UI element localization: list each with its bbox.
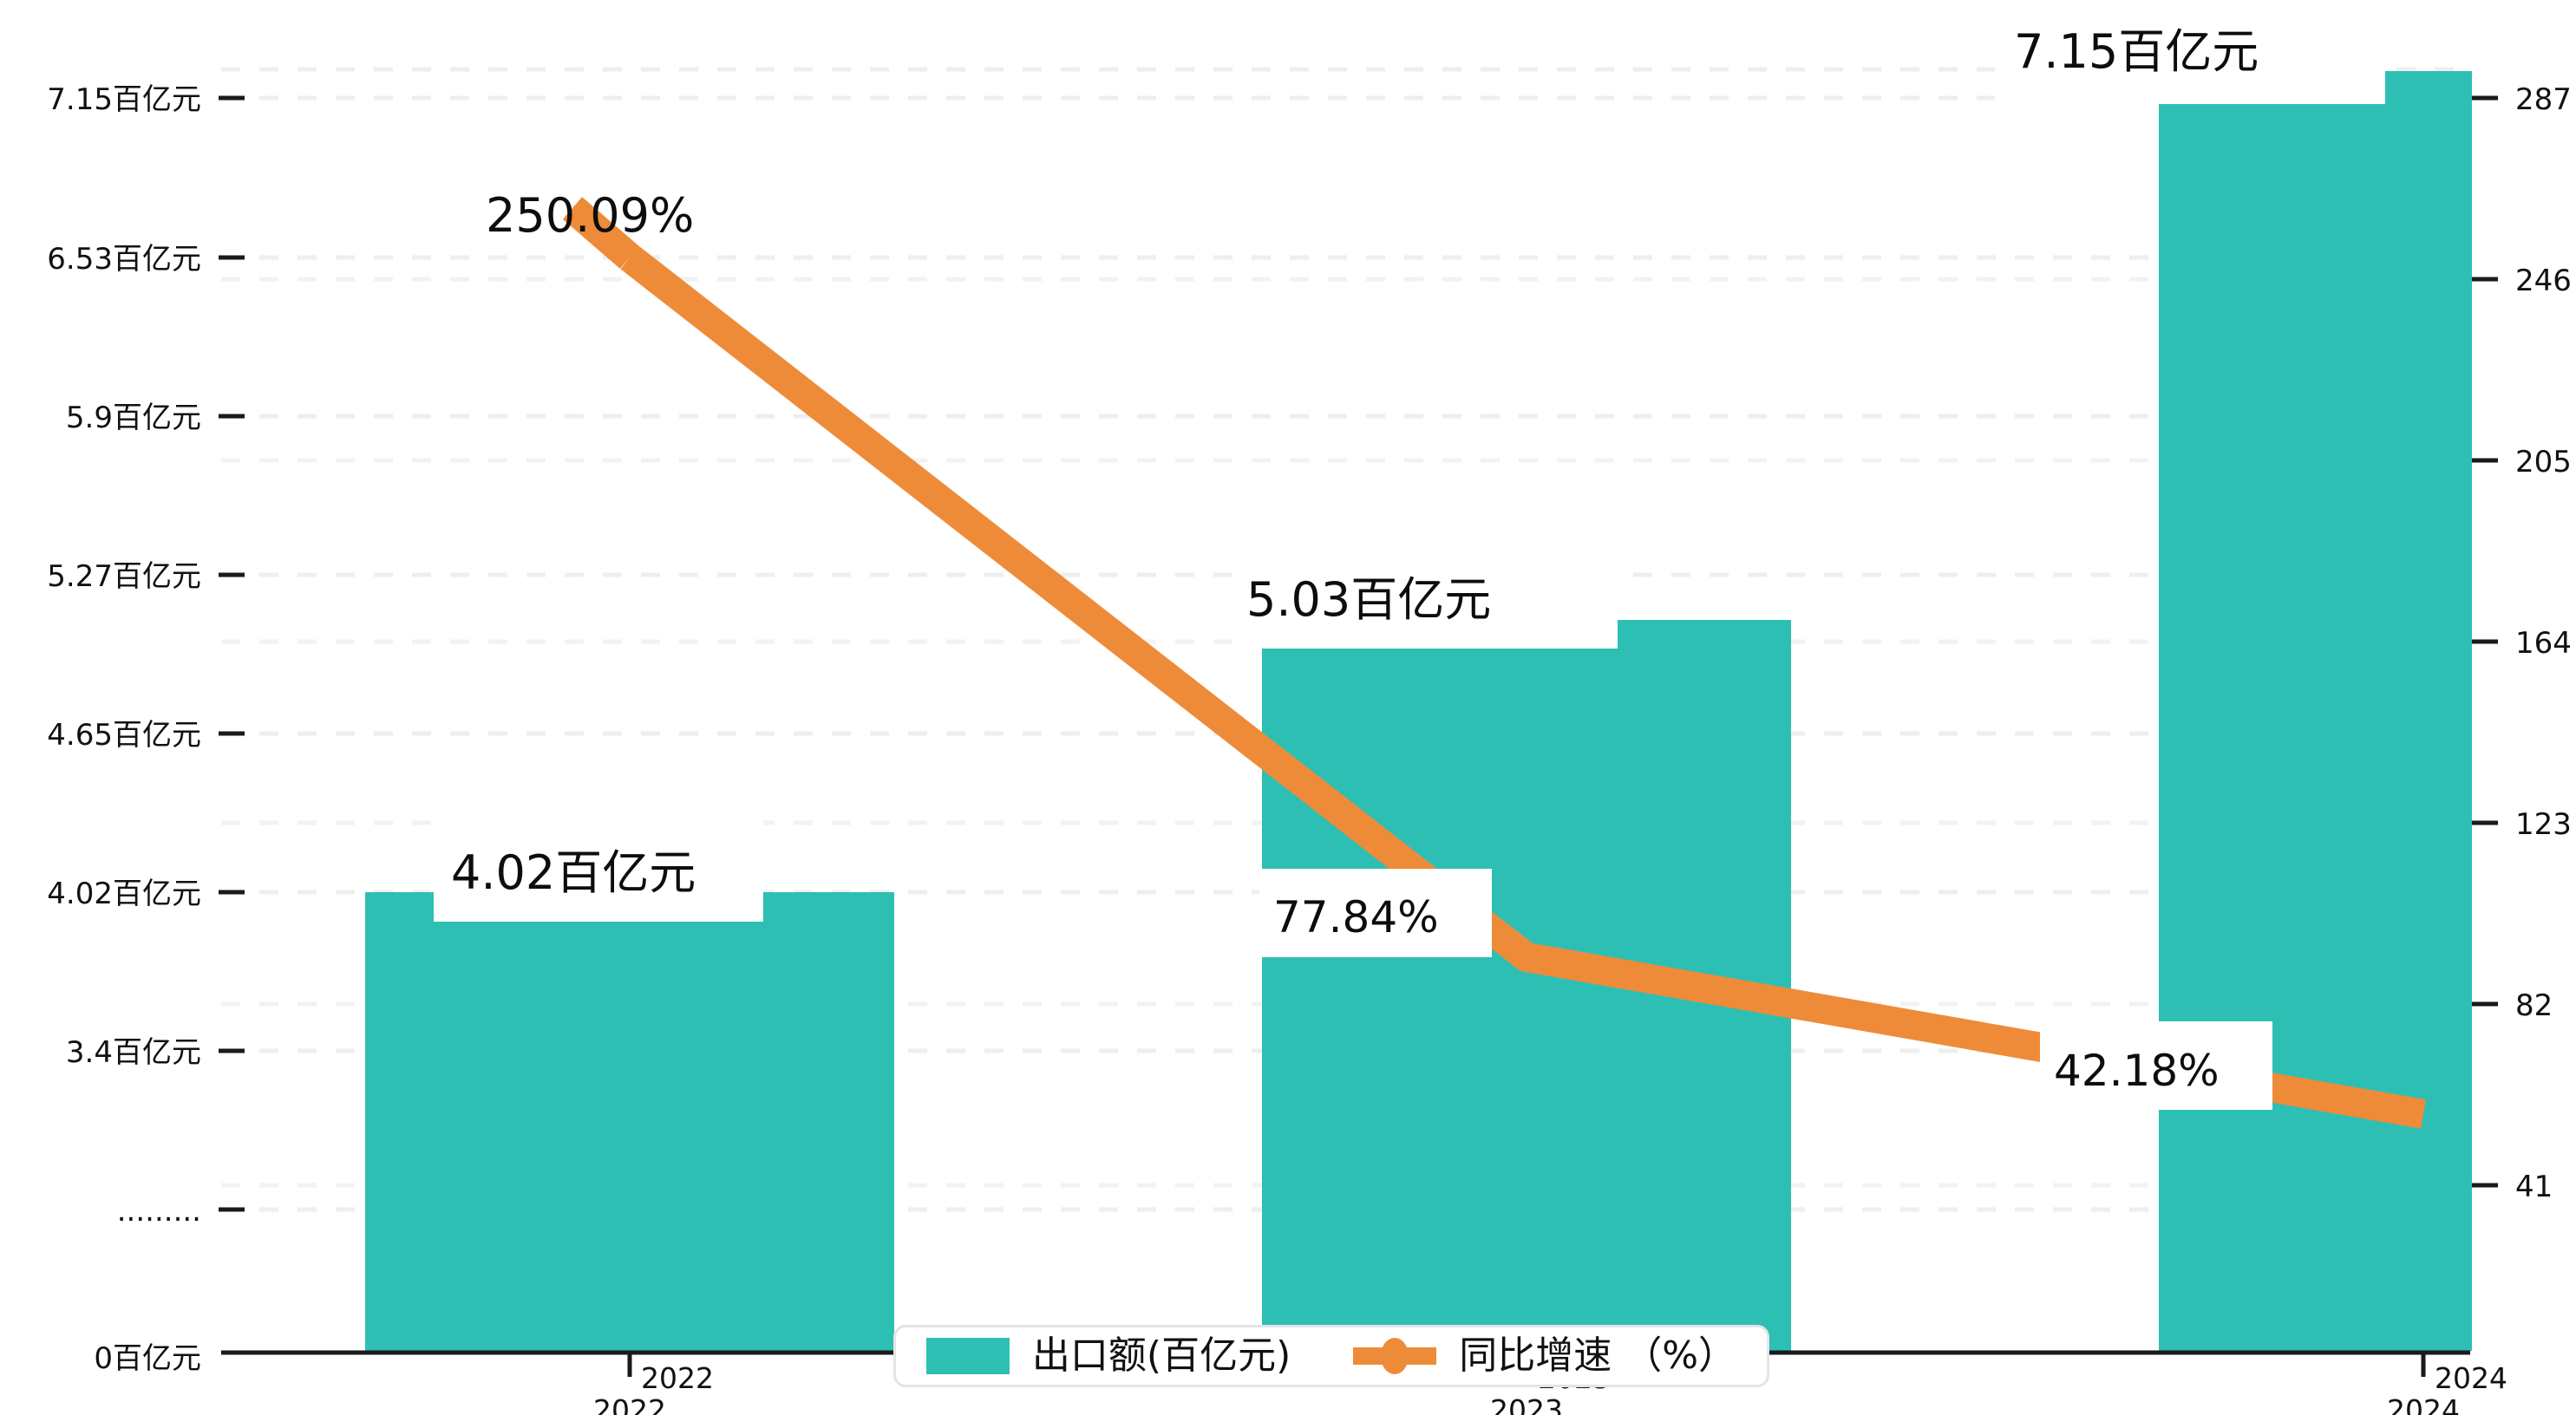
legend-swatch-line-dot-icon bbox=[1353, 1338, 1437, 1374]
left-tick-label-7-15: 7.15百亿元 bbox=[47, 82, 201, 117]
bar-data-labels: 4.02百亿元 5.03百亿元 7.15百亿元 bbox=[434, 0, 2385, 922]
bar-label-bg-2022 bbox=[434, 819, 763, 922]
line-label-2023: 77.84% bbox=[1273, 892, 1439, 942]
right-tick-label-164: 164 bbox=[2515, 626, 2572, 661]
legend-label-yoy-growth: 同比增速 （%） bbox=[1459, 1333, 1737, 1378]
legend-swatch-square-icon bbox=[925, 1338, 1010, 1374]
bar-series-export-value bbox=[365, 71, 2576, 1351]
bar-label-2023: 5.03百亿元 bbox=[1246, 572, 1491, 627]
left-tick-label-5-9: 5.9百亿元 bbox=[66, 401, 201, 435]
chart-legend: 出口额(百亿元) 同比增速 （%） bbox=[893, 1325, 1769, 1387]
x-axis-label-2022: 2022 bbox=[593, 1393, 666, 1415]
right-tick-label-41: 41 bbox=[2515, 1170, 2553, 1204]
x-axis-label-2024: 2024 bbox=[2387, 1393, 2460, 1415]
left-axis: 7.15百亿元 6.53百亿元 5.9百亿元 5.27百亿元 4.65百亿元 4… bbox=[47, 82, 245, 1376]
right-tick-label-287: 287 bbox=[2515, 82, 2572, 117]
line-label-bg-2023 bbox=[1259, 869, 1492, 957]
right-tick-label-82: 82 bbox=[2515, 988, 2553, 1023]
right-margin-mask-2 bbox=[2472, 0, 2576, 1353]
bar-label-2022: 4.02百亿元 bbox=[451, 845, 696, 900]
legend-item-yoy-growth[interactable]: 同比增速 （%） bbox=[1353, 1337, 1736, 1375]
x-axis-label-2023: 2023 bbox=[1490, 1393, 1563, 1415]
left-tick-label-4-02: 4.02百亿元 bbox=[47, 877, 201, 911]
right-axis: 287 246 205 164 123 82 41 bbox=[2472, 82, 2572, 1204]
line-label-2024: 42.18% bbox=[2054, 1046, 2220, 1096]
legend-item-export-value[interactable]: 出口额(百亿元) bbox=[925, 1333, 1291, 1378]
line-data-labels: 250.09% 77.84% 42.18% bbox=[486, 188, 2272, 1110]
bar-2022[interactable] bbox=[365, 892, 894, 1351]
right-tick-label-205: 205 bbox=[2515, 445, 2572, 479]
left-tick-label-ellipsis: ......... bbox=[117, 1194, 201, 1229]
left-tick-label-5-27: 5.27百亿元 bbox=[47, 559, 201, 594]
bar-label-2024: 7.15百亿元 bbox=[2014, 24, 2259, 79]
legend-label-export-value: 出口额(百亿元) bbox=[1031, 1333, 1291, 1378]
left-tick-label-zero: 0百亿元 bbox=[94, 1341, 201, 1376]
right-tick-label-246: 246 bbox=[2515, 264, 2572, 298]
x-tick-text-2022: 2022 bbox=[641, 1361, 714, 1395]
x-tick-text-2024: 2024 bbox=[2435, 1361, 2507, 1395]
left-tick-label-3-4: 3.4百亿元 bbox=[66, 1035, 201, 1070]
bar-label-bg-2024 bbox=[1995, 0, 2385, 104]
left-tick-label-6-53: 6.53百亿元 bbox=[47, 242, 201, 277]
line-label-bg-2024 bbox=[2040, 1021, 2272, 1110]
line-label-2022: 250.09% bbox=[486, 188, 694, 243]
growth-line-leadin bbox=[562, 197, 640, 269]
bar-label-bg-2023 bbox=[1236, 546, 1618, 649]
left-tick-label-4-65: 4.65百亿元 bbox=[47, 718, 201, 753]
right-tick-label-123: 123 bbox=[2515, 807, 2572, 842]
